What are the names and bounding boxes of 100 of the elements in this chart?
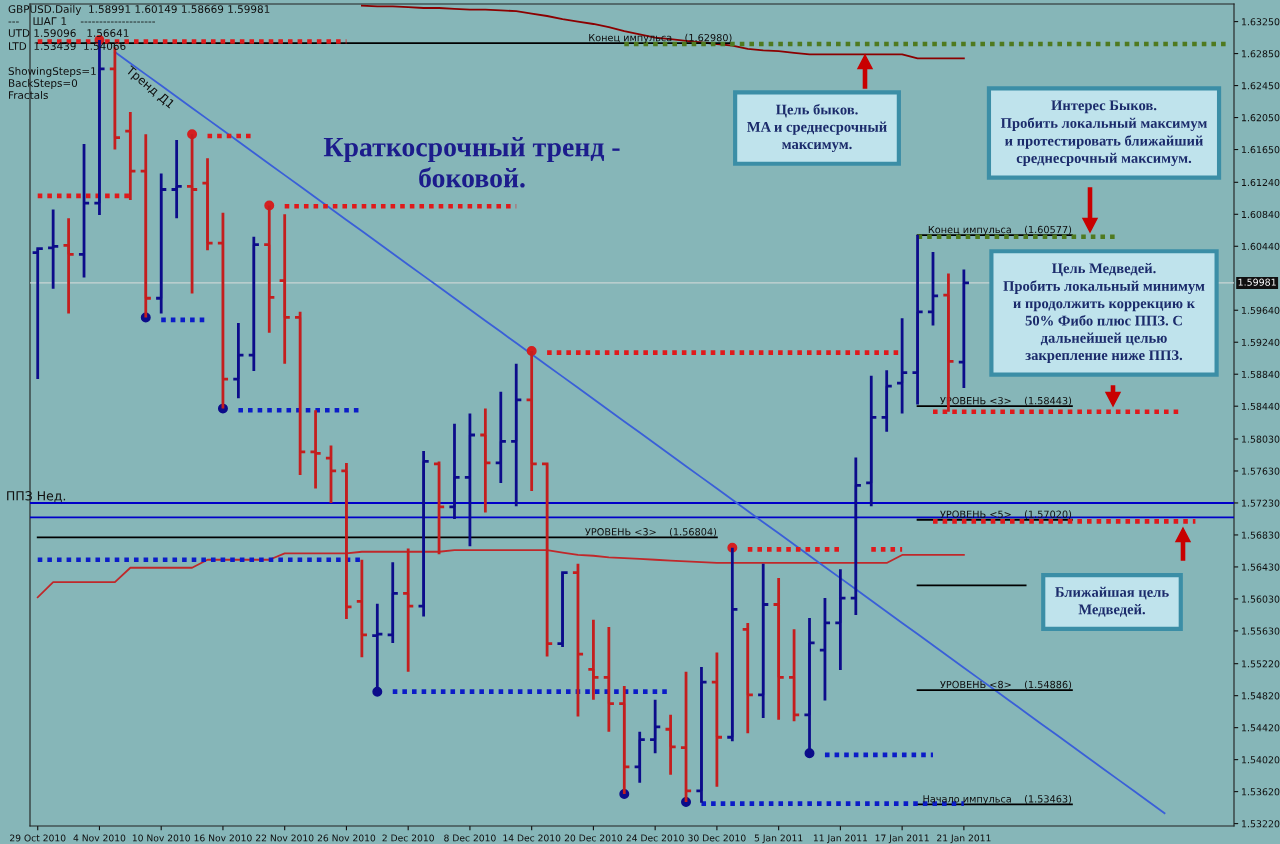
candlestick xyxy=(123,110,137,202)
series-label: Конец импульса (1.60577) xyxy=(928,225,1072,236)
candlestick xyxy=(386,560,400,645)
x-tick-label: 21 Jan 2011 xyxy=(937,834,991,844)
annotation: Цель Медведей. Пробить локальный минимум и продолжить коррекцию к 50% Фибо плюс ППЗ. С дальнейшей целью закрепление ниже ППЗ. xyxy=(1003,263,1205,364)
y-tick-label: 1.54420 xyxy=(1241,724,1280,732)
candlestick xyxy=(633,730,647,785)
annotation: Цель быков. MA и среднесрочный максимум. xyxy=(747,103,887,153)
candlestick xyxy=(309,408,323,490)
candlestick xyxy=(478,407,492,514)
y-tick-label: 1.63250 xyxy=(1241,18,1280,26)
candlestick xyxy=(880,368,894,434)
series-label: Начало импульса (1.53463) xyxy=(923,795,1072,805)
annotation: BackSteps=0 xyxy=(9,78,78,90)
y-tick-label: 1.58840 xyxy=(1241,370,1280,378)
x-tick-label: 22 Nov 2010 xyxy=(256,834,314,842)
candlestick xyxy=(201,156,214,252)
x-tick-label: 16 Nov 2010 xyxy=(194,834,252,842)
annotation: Краткосрочный тренд - боковой. xyxy=(323,137,620,188)
candlestick xyxy=(664,713,678,777)
chart-title: GBPUSD.Daily 1.58991 1.60149 1.58669 1.59981 xyxy=(8,4,270,16)
y-tick-label: 1.59640 xyxy=(1241,306,1280,314)
candlestick xyxy=(571,562,585,718)
candlestick xyxy=(818,596,832,702)
y-tick-label: 1.55220 xyxy=(1241,660,1280,668)
candlestick xyxy=(648,698,662,755)
candlestick xyxy=(77,142,91,279)
candlestick xyxy=(247,235,261,373)
candlestick xyxy=(355,558,369,659)
ref-line-label: 1.59981 xyxy=(1238,278,1276,286)
series-label: Конец импульса (1.62980) xyxy=(589,33,732,44)
candlestick xyxy=(710,651,724,789)
candlestick xyxy=(895,316,909,415)
annotation: ShowingSteps=1 xyxy=(8,66,96,78)
y-tick-label: 1.53220 xyxy=(1241,820,1280,828)
x-tick-label: 8 Dec 2010 xyxy=(444,834,496,842)
annotation: --- ШАГ 1 -------------------- xyxy=(8,17,155,25)
y-tick-label: 1.59240 xyxy=(1241,338,1280,346)
candlestick xyxy=(46,208,60,291)
candlestick xyxy=(463,412,477,548)
candlestick xyxy=(864,374,878,508)
x-tick-label: 17 Jan 2011 xyxy=(875,834,929,844)
annotation: Интерес Быков. Пробить локальный максимум и протестировать ближайший среднесрочный максимум. xyxy=(1000,100,1207,167)
y-tick-label: 1.57630 xyxy=(1241,467,1280,475)
candlestick xyxy=(231,321,245,400)
candlestick xyxy=(911,233,925,406)
y-tick-label: 1.55630 xyxy=(1241,627,1280,635)
candlestick xyxy=(417,449,431,618)
candlestick xyxy=(617,684,631,796)
y-tick-label: 1.61240 xyxy=(1241,178,1280,187)
y-tick-label: 1.61650 xyxy=(1241,146,1280,154)
candlestick xyxy=(586,618,600,702)
x-tick-label: 2 Dec 2010 xyxy=(382,834,434,842)
y-tick-label: 1.56430 xyxy=(1241,563,1280,571)
x-tick-label: 30 Dec 2010 xyxy=(688,834,746,842)
candlestick xyxy=(278,212,292,366)
series-label: УРОВЕНЬ <8> (1.54886) xyxy=(940,680,1072,690)
y-tick-label: 1.62850 xyxy=(1241,50,1280,58)
candlestick xyxy=(679,670,693,804)
y-tick-label: 1.56830 xyxy=(1241,531,1280,539)
candlestick xyxy=(293,310,307,477)
candlestick xyxy=(833,567,847,672)
y-tick-label: 1.60440 xyxy=(1241,242,1280,250)
candlestick xyxy=(494,390,508,485)
y-tick-label: 1.62450 xyxy=(1241,82,1280,90)
x-tick-label: 24 Dec 2010 xyxy=(626,834,684,842)
y-tick-label: 1.53620 xyxy=(1241,788,1280,796)
candlestick xyxy=(62,216,76,315)
x-tick-label: 20 Dec 2010 xyxy=(564,834,623,842)
annotation: Ближайшая цель Медведей. xyxy=(1055,586,1169,617)
candlestick xyxy=(741,621,755,735)
line-series xyxy=(360,4,965,60)
y-tick-label: 1.62050 xyxy=(1241,114,1280,122)
x-tick-label: 10 Nov 2010 xyxy=(132,834,190,842)
candlestick xyxy=(957,268,971,390)
x-tick-label: 14 Dec 2010 xyxy=(503,834,561,842)
candlestick xyxy=(324,444,338,505)
candlestick xyxy=(509,362,523,508)
y-tick-label: 1.54020 xyxy=(1241,756,1280,764)
x-tick-label: 29 Oct 2010 xyxy=(10,834,66,842)
candlestick xyxy=(849,455,863,617)
annotation: UTD 1.59096 1.56641 xyxy=(8,29,129,38)
candlestick xyxy=(154,172,168,315)
candlestick xyxy=(926,250,940,327)
candlestick xyxy=(694,665,708,805)
series-label: УРОВЕНЬ <3> (1.56804) xyxy=(585,527,717,537)
candlestick xyxy=(787,627,801,723)
x-tick-label: 5 Jan 2011 xyxy=(754,834,803,844)
candlestick xyxy=(556,570,570,649)
y-tick-label: 1.56030 xyxy=(1241,595,1280,603)
x-tick-label: 11 Jan 2011 xyxy=(813,834,868,844)
y-tick-label: 1.58030 xyxy=(1241,435,1280,443)
candlestick xyxy=(602,625,616,734)
candlestick xyxy=(448,422,461,521)
candlestick xyxy=(772,576,786,722)
x-tick-label: 26 Nov 2010 xyxy=(317,834,376,842)
candlestick xyxy=(31,246,45,381)
candlestick xyxy=(525,349,539,493)
y-tick-label: 1.60840 xyxy=(1241,210,1280,219)
y-tick-label: 1.58440 xyxy=(1241,402,1280,410)
